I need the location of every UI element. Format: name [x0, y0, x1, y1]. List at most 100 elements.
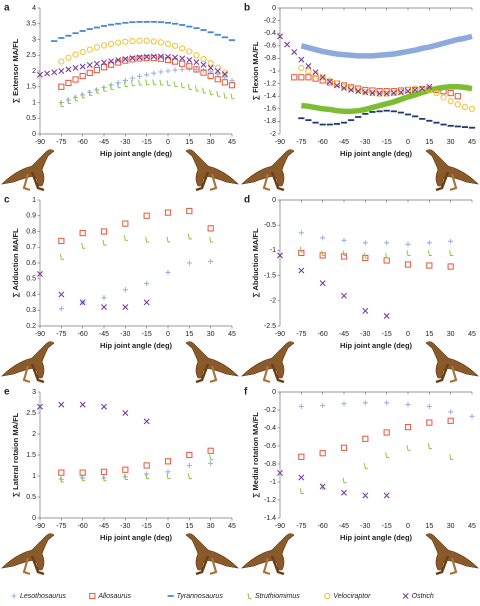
marker-circle [129, 37, 136, 45]
marker-x [136, 54, 143, 61]
marker-x [312, 69, 319, 76]
marker-plus [108, 82, 114, 88]
x-axis-title: Hip joint angle (deg) [100, 533, 173, 542]
marker-triangle [145, 473, 150, 480]
marker-triangle [363, 252, 368, 259]
dino-body [425, 533, 479, 571]
marker-x [362, 89, 369, 96]
marker-plus [298, 230, 304, 236]
marker-plus [101, 295, 107, 301]
marker-plus [186, 462, 192, 469]
marker-x [291, 49, 298, 56]
y-tick-label: 0.5 [26, 276, 36, 283]
marker-circle [86, 46, 93, 53]
legend-marker [324, 592, 331, 600]
marker-x [179, 55, 186, 62]
marker-x [390, 90, 397, 97]
marker-triangle [427, 443, 432, 450]
y-tick-label: 0 [272, 389, 276, 396]
marker-triangle [59, 101, 64, 108]
marker-x [193, 59, 200, 66]
x-tick-label: -90 [35, 523, 45, 530]
legend-label: Velociraptor [333, 593, 371, 600]
dinosaur-illustration [241, 533, 295, 576]
dino-leg [22, 173, 31, 192]
x-tick-label: -75 [56, 139, 66, 146]
marker-square [214, 76, 221, 83]
marker-x [37, 271, 43, 278]
marker-square [383, 257, 390, 264]
panel-label: a [4, 3, 10, 14]
x-tick-label: 15 [185, 139, 193, 146]
dino-body [1, 533, 55, 571]
marker-circle [419, 85, 426, 92]
dino-leg [22, 557, 31, 576]
marker-circle [369, 89, 376, 97]
x-tick-label: -30 [360, 331, 370, 338]
marker-triangle [145, 236, 150, 243]
marker-triangle [427, 250, 432, 257]
dino-leg [449, 365, 458, 384]
dinosaur-illustration [241, 341, 295, 384]
x-tick-label: -90 [35, 331, 45, 338]
y-tick-label: -1.5 [264, 272, 276, 279]
x-tick-label: -60 [78, 139, 88, 146]
marker-x [284, 41, 291, 48]
marker-x [165, 53, 171, 60]
marker-square [179, 60, 186, 67]
dinosaur-illustration [1, 341, 55, 384]
marker-square [404, 424, 412, 431]
marker-circle [348, 85, 355, 92]
marker-plus [136, 73, 143, 79]
marker-square [319, 450, 326, 457]
y-axis-title: ∑ Abduction MA/FL [251, 228, 260, 298]
x-tick-label: -15 [142, 139, 152, 146]
marker-circle [376, 90, 383, 97]
marker-plus [129, 75, 136, 81]
y-tick-label: 0 [32, 515, 36, 522]
legend-marker [11, 593, 17, 599]
y-tick-label: 0.8 [26, 228, 36, 235]
dino-leg [270, 171, 285, 192]
marker-triangle [95, 87, 100, 94]
y-tick-label: 3 [32, 389, 36, 396]
x-tick-label: -45 [99, 331, 109, 338]
marker-circle [305, 67, 312, 75]
marker-x [129, 55, 136, 62]
y-tick-label: -1.4 [264, 93, 276, 100]
dino-leg [30, 555, 45, 576]
marker-plus [193, 66, 200, 73]
marker-square [326, 79, 333, 86]
x-tick-label: -30 [360, 523, 370, 530]
marker-circle [440, 94, 447, 101]
x-tick-label: -15 [142, 331, 152, 338]
x-tick-label: 45 [468, 523, 476, 530]
marker-plus [448, 238, 454, 244]
x-tick-label: -90 [275, 139, 285, 146]
marker-x [115, 56, 122, 63]
marker-x [143, 53, 150, 60]
x-tick-label: 45 [468, 331, 476, 338]
dinosaur-illustration [1, 533, 55, 576]
marker-circle [193, 52, 200, 59]
x-tick-label: -15 [382, 331, 392, 338]
marker-square [221, 79, 228, 86]
marker-x [79, 63, 86, 70]
y-tick-label: 1 [32, 197, 36, 204]
dinosaur-illustration [185, 341, 239, 384]
marker-triangle [406, 250, 411, 257]
marker-x [319, 74, 326, 81]
y-tick-label: -0.4 [264, 30, 276, 37]
marker-triangle [449, 250, 454, 257]
marker-square [100, 64, 108, 71]
x-tick-label: -15 [142, 523, 152, 530]
y-tick-label: -0.4 [264, 425, 276, 432]
y-tick-label: -0.6 [264, 443, 276, 450]
marker-triangle [59, 476, 64, 483]
dino-body [185, 341, 239, 379]
x-tick-label: -75 [296, 139, 306, 146]
band-line [301, 84, 473, 115]
marker-triangle [230, 93, 235, 100]
marker-triangle [123, 235, 128, 241]
marker-circle [79, 49, 86, 56]
